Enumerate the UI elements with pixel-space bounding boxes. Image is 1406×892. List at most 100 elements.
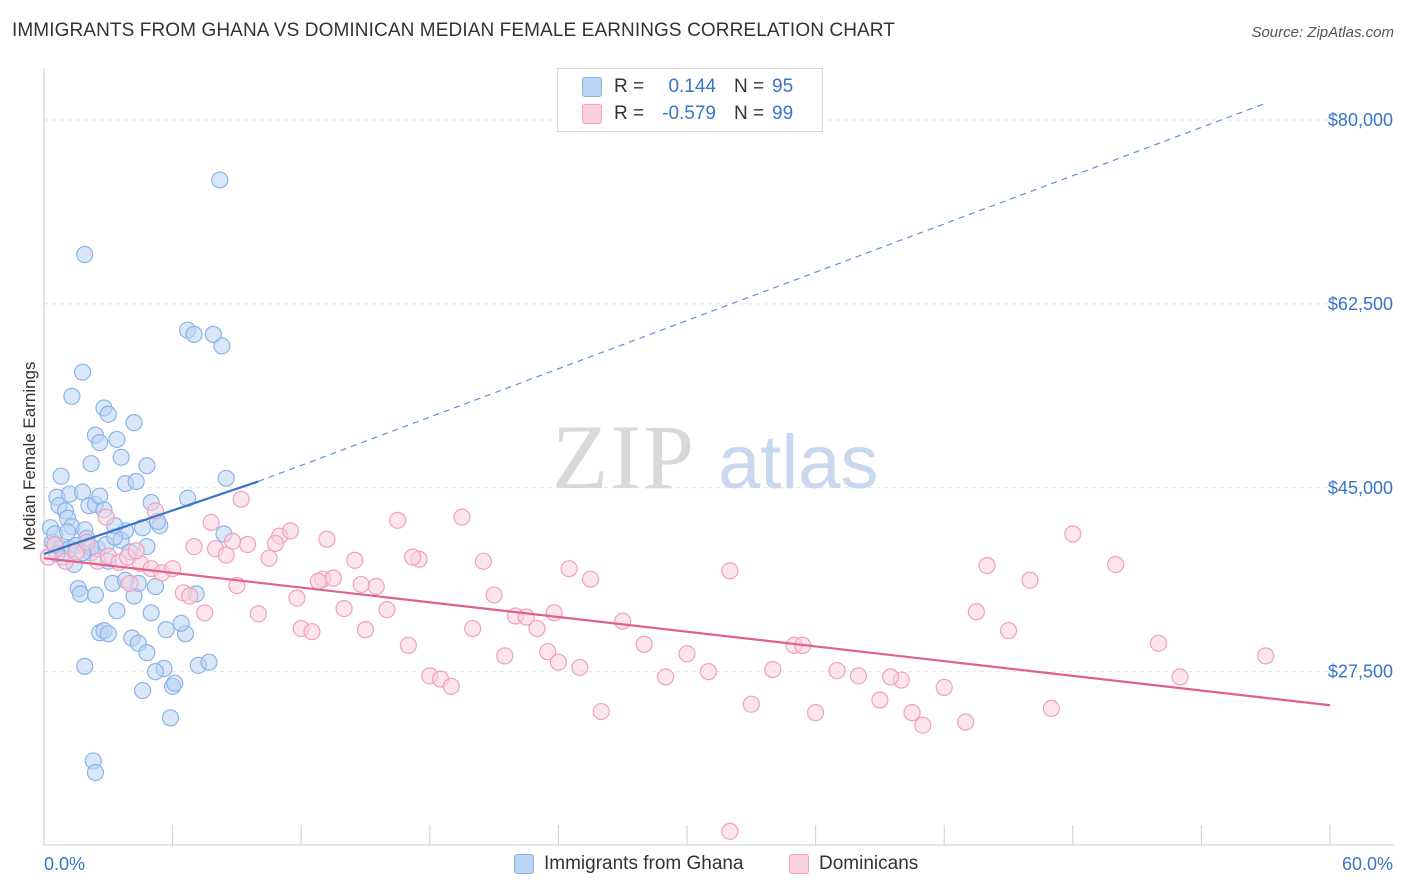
data-point: [146, 663, 165, 681]
bottom-legend-label-ghana: Immigrants from Ghana: [544, 853, 744, 874]
bottom-legend-ghana: Immigrants from Ghana: [514, 852, 744, 876]
chart-title: IMMIGRANTS FROM GHANA VS DOMINICAN MEDIA…: [12, 20, 895, 41]
data-point: [335, 599, 353, 618]
data-point: [935, 678, 953, 696]
data-point: [474, 552, 492, 570]
data-point: [266, 534, 285, 553]
data-point: [635, 635, 653, 653]
data-point: [571, 658, 589, 677]
data-point: [849, 667, 868, 685]
legend-swatch-dominican: [582, 104, 602, 124]
data-point: [581, 570, 600, 588]
data-point: [73, 363, 92, 381]
legend-r-value-dominican: -0.579: [662, 103, 716, 124]
data-point: [232, 490, 250, 508]
data-point: [957, 713, 975, 731]
data-point: [399, 636, 417, 654]
data-point: [127, 472, 145, 491]
data-point: [592, 702, 610, 721]
data-point: [76, 657, 94, 675]
watermark-atlas: atlas: [718, 420, 879, 505]
data-point: [978, 556, 996, 575]
x-tick-label: 0.0%: [44, 854, 85, 874]
stats-legend: R = 0.144 N = 95 R = -0.579 N = 99: [557, 68, 823, 132]
data-point: [260, 549, 278, 567]
data-point: [76, 245, 94, 264]
data-point: [239, 535, 257, 554]
data-point: [217, 469, 235, 487]
legend-r-label: R =: [614, 76, 645, 97]
legend-row-ghana: R = 0.144 N = 95: [582, 75, 793, 99]
trend-line-dominican: [43, 557, 1331, 707]
data-point: [324, 569, 342, 587]
bottom-legend-label-dominican: Dominicans: [819, 853, 919, 874]
data-point: [967, 603, 985, 621]
data-point: [453, 508, 471, 526]
data-point: [185, 538, 203, 556]
data-point: [58, 523, 77, 541]
data-point: [52, 467, 70, 485]
data-point: [442, 677, 460, 695]
data-point: [249, 605, 267, 623]
gridlines: [44, 119, 1394, 673]
data-point: [721, 562, 739, 580]
data-point: [224, 532, 242, 550]
data-point: [882, 668, 900, 686]
trend-line-ghana-extension: [258, 102, 1266, 483]
data-point: [166, 674, 184, 692]
data-point: [138, 457, 156, 475]
data-point: [202, 513, 220, 532]
data-point: [181, 587, 199, 605]
data-point: [999, 622, 1018, 640]
series-dominican-points: [39, 490, 1275, 840]
data-point: [172, 614, 190, 632]
y-tick-label: $45,000: [1328, 478, 1393, 498]
data-point: [161, 709, 180, 727]
data-point: [125, 414, 143, 432]
axis-labels: $27,500 $45,000 $62,500 $80,000 0.0% 60.0% Med…: [20, 110, 1393, 874]
data-point: [346, 551, 364, 569]
y-tick-label: $80,000: [1328, 110, 1393, 130]
data-point: [127, 542, 145, 560]
data-point: [303, 623, 321, 641]
bottom-legend-swatch-ghana: [514, 854, 534, 874]
data-point: [378, 601, 396, 619]
data-point: [560, 560, 578, 578]
data-point: [63, 387, 81, 405]
data-point: [1042, 699, 1060, 718]
data-point: [91, 433, 109, 452]
watermark: ZIP atlas: [552, 406, 879, 508]
data-point: [549, 653, 568, 671]
data-point: [545, 604, 563, 622]
legend-n-value-ghana: 95: [772, 76, 794, 97]
data-point: [1021, 571, 1039, 589]
data-point: [656, 668, 675, 686]
data-point: [367, 577, 385, 596]
data-point: [108, 430, 126, 449]
data-point: [97, 508, 115, 526]
data-point: [764, 660, 782, 679]
data-point: [828, 661, 846, 680]
trend-line-ghana: [43, 480, 259, 556]
y-tick-label: $27,500: [1328, 662, 1393, 682]
axes: [43, 68, 1394, 846]
data-point: [318, 530, 336, 548]
legend-n-label: N =: [734, 103, 765, 124]
legend-n-label: N =: [734, 76, 765, 97]
data-point: [108, 602, 126, 620]
data-point: [404, 548, 422, 566]
y-tick-label: $62,500: [1328, 294, 1393, 314]
data-point: [121, 574, 139, 592]
data-point: [699, 663, 718, 681]
data-point: [485, 586, 503, 604]
series-ghana-points: [41, 171, 235, 782]
data-point: [213, 337, 231, 355]
data-point: [200, 653, 218, 671]
data-point: [204, 325, 222, 343]
data-point: [1064, 525, 1082, 543]
trend-lines: [43, 102, 1331, 707]
data-point: [157, 621, 175, 639]
legend-swatch-ghana: [582, 77, 602, 97]
data-point: [871, 691, 889, 709]
data-point: [99, 405, 117, 423]
